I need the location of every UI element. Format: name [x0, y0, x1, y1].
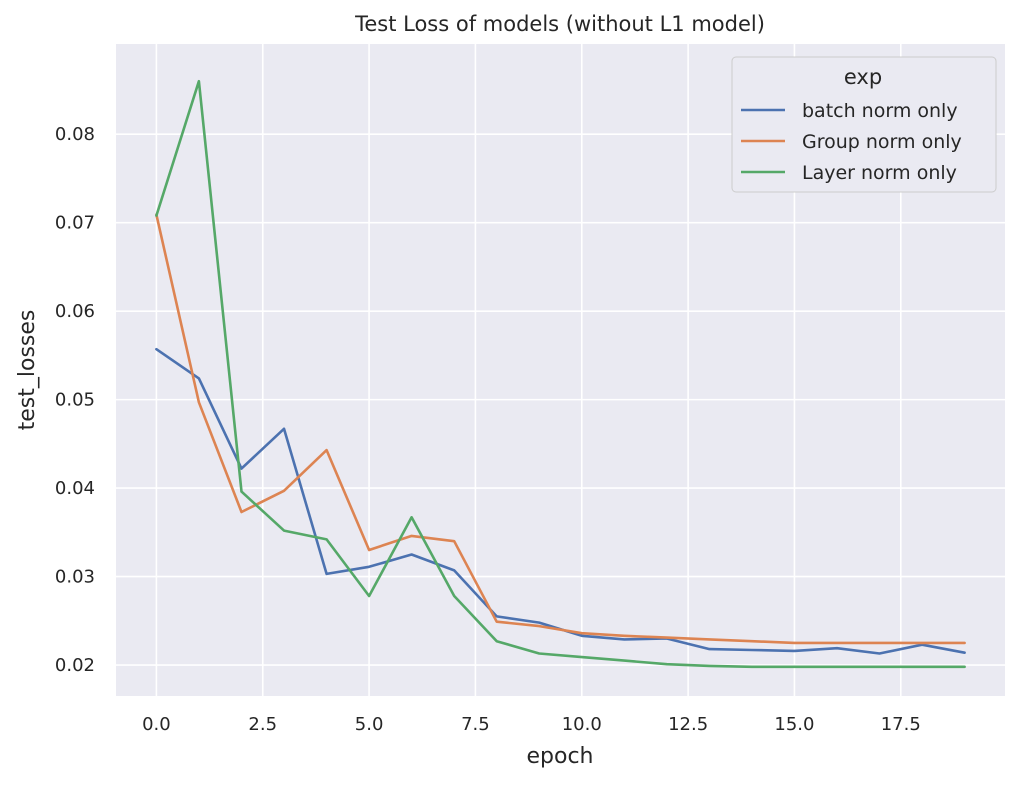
y-tick-label: 0.05: [55, 390, 95, 411]
x-tick-label: 5.0: [355, 714, 384, 735]
x-tick-label: 7.5: [461, 714, 490, 735]
legend-entry-label: batch norm only: [802, 100, 958, 122]
x-tick-label: 17.5: [881, 714, 921, 735]
legend-entry-label: Group norm only: [802, 131, 962, 153]
series-line: [155, 79, 966, 669]
y-axis-label: test_losses: [15, 310, 40, 431]
tick-labels: 0.0 2.5 5.0 7.5 10.0 12.5 15.0 17.5 0.02 0.03 0.04…: [55, 124, 921, 735]
x-tick-label: 12.5: [668, 714, 708, 735]
legend-entry-label: Layer norm only: [802, 162, 957, 184]
x-axis-label: epoch: [527, 744, 594, 769]
x-tick-label: 2.5: [248, 714, 277, 735]
x-tick-label: 10.0: [562, 714, 602, 735]
series-lines: [155, 79, 966, 669]
y-tick-label: 0.08: [55, 124, 95, 145]
y-tick-label: 0.07: [55, 213, 95, 234]
y-tick-label: 0.06: [55, 301, 95, 322]
x-tick-label: 15.0: [774, 714, 814, 735]
grid: [116, 44, 1005, 696]
y-tick-label: 0.03: [55, 567, 95, 588]
legend-box: [731, 56, 997, 193]
y-tick-label: 0.04: [55, 478, 95, 499]
x-tick-label: 0.0: [142, 714, 171, 735]
legend-entries: batch norm only Group norm only Layer norm…: [741, 100, 962, 184]
y-tick-label: 0.02: [55, 655, 95, 676]
legend: exp batch norm only Group norm only Layer …: [731, 56, 997, 193]
legend-title: exp: [844, 65, 882, 89]
chart-title: Test Loss of models (without L1 model): [354, 12, 765, 36]
series-line: [155, 213, 966, 645]
